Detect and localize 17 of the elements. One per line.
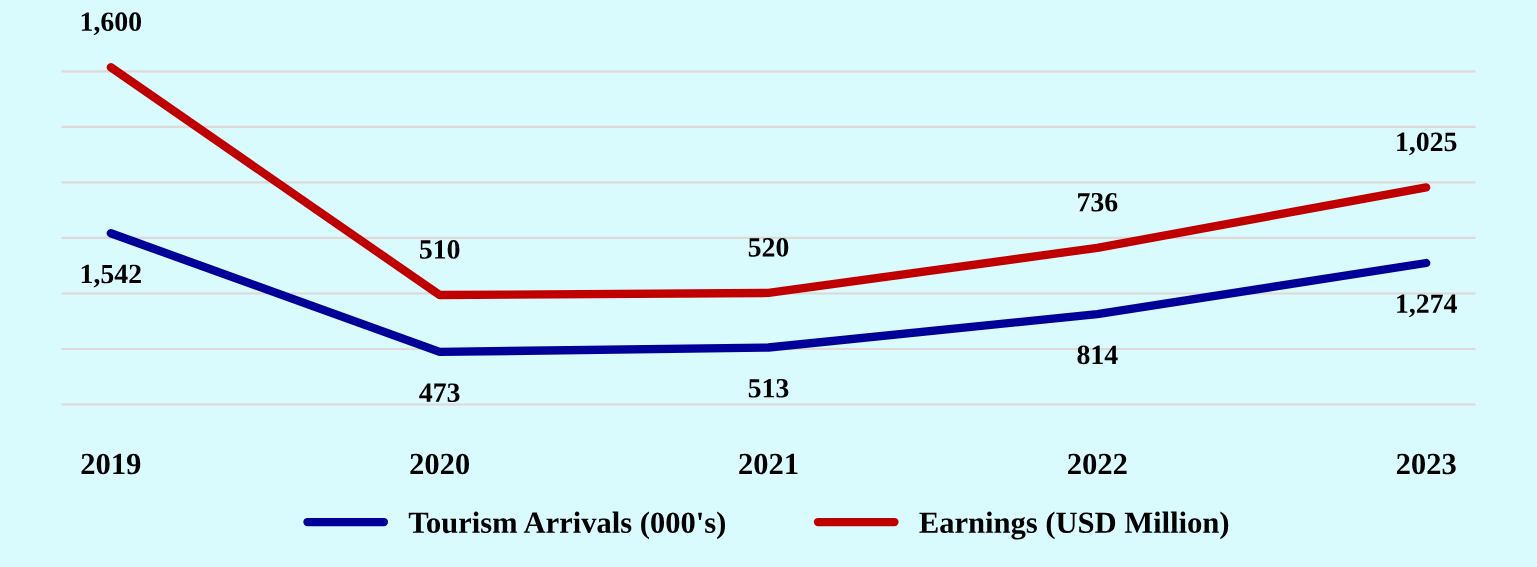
data-label: 814 (1077, 345, 1118, 365)
legend-label: Earnings (USD Million) (919, 511, 1229, 540)
data-label: 1,542 (81, 264, 141, 288)
data-label: 520 (748, 238, 789, 257)
data-label: 1,274 (1397, 294, 1457, 318)
data-label: 736 (1078, 192, 1118, 212)
x-tick-label: 2019 (81, 453, 141, 475)
legend-label: Tourism Arrivals (000's) (408, 511, 725, 540)
x-tick-label: 2022 (1068, 453, 1127, 475)
data-label: 1,600 (81, 12, 141, 36)
data-label: 1,025 (1397, 132, 1457, 156)
data-label: 513 (748, 378, 789, 398)
data-label: 510 (419, 240, 460, 259)
x-tick-label: 2020 (410, 453, 470, 475)
data-label: 473 (419, 383, 460, 403)
x-tick-label: 2021 (739, 453, 798, 475)
x-tick-label: 2023 (1396, 453, 1456, 475)
